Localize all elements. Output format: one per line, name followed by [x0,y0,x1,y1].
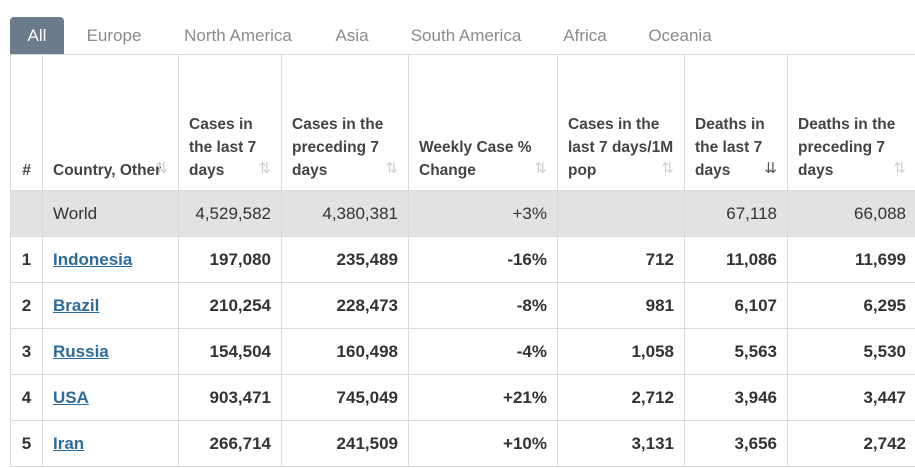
deaths-prev7-cell: 6,295 [787,282,915,329]
world-deaths-prev7-cell: 66,088 [787,190,915,237]
rank-cell: 4 [10,374,43,421]
deaths-last7-cell: 5,563 [684,328,788,375]
rank-cell: 3 [10,328,43,375]
col-header-deaths-prev7[interactable]: Deaths in the preceding 7 days ⇅ [787,54,915,191]
weekly-change-cell: -4% [408,328,558,375]
cases-last7-cell: 903,471 [178,374,282,421]
country-cell: Brazil [42,282,179,329]
sort-icon: ⇅ [385,160,398,177]
deaths-last7-cell: 3,946 [684,374,788,421]
country-cell: Iran [42,420,179,467]
world-weekly-change-cell: +3% [408,190,558,237]
tab-africa[interactable]: Africa [563,25,607,45]
deaths-last7-cell: 11,086 [684,236,788,283]
cases-per-1m-cell: 2,712 [557,374,685,421]
tab-all[interactable]: All [10,17,64,54]
tab-europe[interactable]: Europe [86,25,142,45]
cases-prev7-cell: 235,489 [281,236,409,283]
country-link-iran[interactable]: Iran [53,433,85,453]
col-header-label: Weekly Case % Change [419,139,532,179]
col-header-cases-last7[interactable]: Cases in the last 7 days ⇅ [178,54,282,191]
deaths-prev7-cell: 3,447 [787,374,915,421]
tab-oceania[interactable]: Oceania [648,25,712,45]
world-name-cell: World [42,190,179,237]
col-header-cases-prev7[interactable]: Cases in the preceding 7 days ⇅ [281,54,409,191]
weekly-trends-table: # Country, Other ⇅ Cases in the last 7 da… [10,54,915,467]
cases-last7-cell: 197,080 [178,236,282,283]
world-cases-per-1m-cell [557,190,685,237]
weekly-change-cell: -8% [408,282,558,329]
region-tabs: All Europe North America Asia South Amer… [10,17,730,54]
sort-icon: ⇅ [661,160,674,177]
col-header-label: Cases in the last 7 days [189,116,257,179]
col-header-country[interactable]: Country, Other ⇅ [42,54,179,191]
col-header-label: Deaths in the last 7 days [695,116,765,179]
cases-prev7-cell: 745,049 [281,374,409,421]
tab-south-america[interactable]: South America [410,25,522,45]
deaths-prev7-cell: 5,530 [787,328,915,375]
rank-cell: 2 [10,282,43,329]
table-row: 2 Brazil 210,254 228,473 -8% 981 6,107 6… [10,282,915,329]
cases-last7-cell: 266,714 [178,420,282,467]
tab-north-america[interactable]: North America [184,25,292,45]
sort-icon: ⇅ [155,160,168,177]
world-cases-last7-cell: 4,529,582 [178,190,282,237]
cases-per-1m-cell: 3,131 [557,420,685,467]
world-deaths-last7-cell: 67,118 [684,190,788,237]
rank-cell: 1 [10,236,43,283]
rank-cell: 5 [10,420,43,467]
sort-icon: ⇅ [258,160,271,177]
col-header-label: # [22,162,31,179]
country-link-indonesia[interactable]: Indonesia [53,249,133,269]
tab-asia[interactable]: Asia [335,25,369,45]
cases-per-1m-cell: 1,058 [557,328,685,375]
weekly-change-cell: +21% [408,374,558,421]
world-total-row: World 4,529,582 4,380,381 +3% 67,118 66,… [10,190,915,237]
col-header-rank[interactable]: # [10,54,43,191]
deaths-last7-cell: 3,656 [684,420,788,467]
cases-prev7-cell: 228,473 [281,282,409,329]
col-header-label: Deaths in the preceding 7 days [798,116,896,179]
country-link-usa[interactable]: USA [53,387,89,407]
deaths-last7-cell: 6,107 [684,282,788,329]
col-header-cases-per-1m[interactable]: Cases in the last 7 days/1M pop ⇅ [557,54,685,191]
deaths-prev7-cell: 2,742 [787,420,915,467]
world-cases-prev7-cell: 4,380,381 [281,190,409,237]
country-cell: USA [42,374,179,421]
cases-per-1m-cell: 981 [557,282,685,329]
weekly-change-cell: -16% [408,236,558,283]
cases-last7-cell: 210,254 [178,282,282,329]
sort-descending-icon: ⇊ [764,160,777,177]
world-rank-cell [10,190,43,237]
country-cell: Indonesia [42,236,179,283]
table-row: 1 Indonesia 197,080 235,489 -16% 712 11,… [10,236,915,283]
weekly-trends-table-wrap: # Country, Other ⇅ Cases in the last 7 da… [10,54,915,468]
cases-prev7-cell: 160,498 [281,328,409,375]
sort-icon: ⇅ [893,160,906,177]
sort-icon: ⇅ [534,160,547,177]
col-header-label: Country, Other [53,162,162,179]
cases-per-1m-cell: 712 [557,236,685,283]
country-link-brazil[interactable]: Brazil [53,295,100,315]
table-row: 3 Russia 154,504 160,498 -4% 1,058 5,563… [10,328,915,375]
table-row: 4 USA 903,471 745,049 +21% 2,712 3,946 3… [10,374,915,421]
weekly-change-cell: +10% [408,420,558,467]
col-header-deaths-last7[interactable]: Deaths in the last 7 days ⇊ [684,54,788,191]
col-header-label: Cases in the preceding 7 days [292,116,384,179]
table-header-row: # Country, Other ⇅ Cases in the last 7 da… [10,54,915,191]
col-header-label: Cases in the last 7 days/1M pop [568,116,674,179]
country-link-russia[interactable]: Russia [53,341,109,361]
table-row: 5 Iran 266,714 241,509 +10% 3,131 3,656 … [10,420,915,467]
cases-last7-cell: 154,504 [178,328,282,375]
deaths-prev7-cell: 11,699 [787,236,915,283]
country-cell: Russia [42,328,179,375]
col-header-weekly-change[interactable]: Weekly Case % Change ⇅ [408,54,558,191]
cases-prev7-cell: 241,509 [281,420,409,467]
